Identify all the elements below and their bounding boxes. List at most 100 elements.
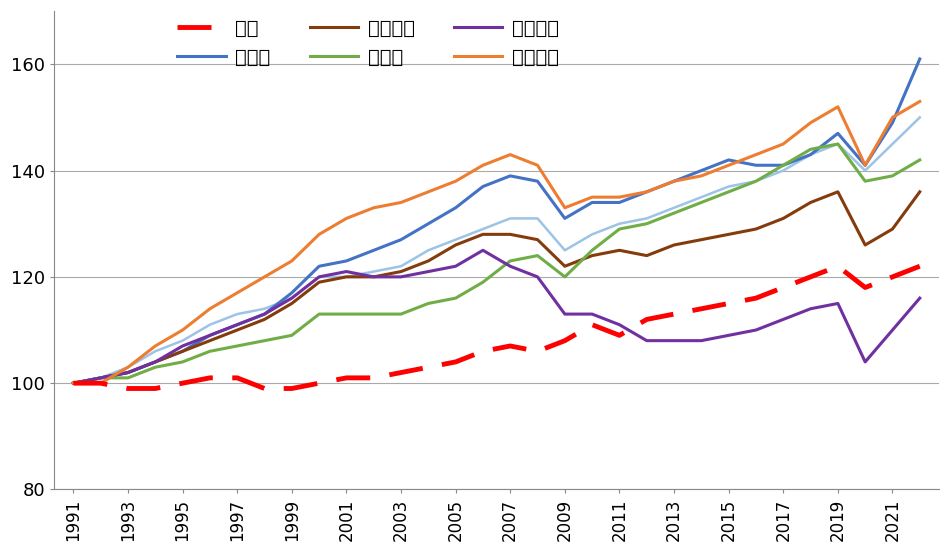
フランス	[560, 263, 571, 269]
イギリス	[314, 231, 325, 238]
カナダ	[504, 173, 516, 179]
イギリス	[95, 380, 106, 386]
カナダ	[750, 162, 762, 168]
イタリア	[177, 343, 188, 349]
ドイツ	[368, 311, 379, 317]
ドイツ	[177, 359, 188, 365]
日本	[777, 284, 788, 291]
イタリア	[368, 274, 379, 280]
Line: カナダ: カナダ	[73, 59, 920, 383]
イタリア	[314, 274, 325, 280]
フランス	[286, 300, 297, 307]
フランス	[723, 231, 734, 238]
イタリア	[450, 263, 462, 269]
Line: ドイツ: ドイツ	[73, 144, 920, 383]
カナダ	[368, 247, 379, 253]
イタリア	[914, 295, 925, 301]
イギリス	[450, 178, 462, 184]
イギリス	[886, 114, 898, 121]
ドイツ	[232, 343, 243, 349]
フランス	[341, 274, 352, 280]
日本	[805, 274, 816, 280]
イギリス	[669, 178, 680, 184]
イギリス	[341, 215, 352, 222]
日本	[149, 385, 161, 392]
フランス	[614, 247, 625, 253]
イギリス	[532, 162, 543, 168]
日本	[886, 274, 898, 280]
フランス	[450, 242, 462, 248]
フランス	[777, 215, 788, 222]
イタリア	[149, 359, 161, 365]
日本	[586, 321, 598, 328]
ドイツ	[532, 252, 543, 259]
ドイツ	[123, 375, 134, 381]
イタリア	[832, 300, 844, 307]
日本	[450, 359, 462, 365]
フランス	[177, 348, 188, 354]
カナダ	[723, 157, 734, 163]
イタリア	[532, 274, 543, 280]
カナダ	[805, 151, 816, 158]
イギリス	[750, 151, 762, 158]
フランス	[886, 226, 898, 232]
Line: 日本: 日本	[73, 266, 920, 389]
イギリス	[914, 98, 925, 105]
フランス	[67, 380, 79, 386]
カナダ	[232, 321, 243, 328]
カナダ	[286, 289, 297, 296]
ドイツ	[832, 141, 844, 147]
ドイツ	[695, 199, 707, 206]
イギリス	[641, 189, 653, 195]
日本	[614, 332, 625, 339]
フランス	[860, 242, 871, 248]
ドイツ	[723, 189, 734, 195]
イタリア	[67, 380, 79, 386]
日本	[395, 369, 407, 376]
カナダ	[149, 359, 161, 365]
日本	[860, 284, 871, 291]
カナダ	[914, 56, 925, 62]
イギリス	[286, 258, 297, 264]
イギリス	[123, 364, 134, 370]
日本	[532, 348, 543, 354]
カナダ	[395, 236, 407, 243]
ドイツ	[805, 146, 816, 152]
ドイツ	[777, 162, 788, 168]
カナダ	[860, 162, 871, 168]
ドイツ	[860, 178, 871, 184]
日本	[477, 348, 488, 354]
イギリス	[477, 162, 488, 168]
ドイツ	[750, 178, 762, 184]
ドイツ	[423, 300, 434, 307]
フランス	[641, 252, 653, 259]
イギリス	[614, 194, 625, 200]
イギリス	[832, 103, 844, 110]
ドイツ	[314, 311, 325, 317]
ドイツ	[914, 157, 925, 163]
イギリス	[805, 119, 816, 126]
日本	[232, 375, 243, 381]
フランス	[477, 231, 488, 238]
イタリア	[504, 263, 516, 269]
Line: イタリア: イタリア	[73, 250, 920, 383]
フランス	[504, 231, 516, 238]
ドイツ	[477, 279, 488, 285]
ドイツ	[395, 311, 407, 317]
ドイツ	[149, 364, 161, 370]
イギリス	[67, 380, 79, 386]
日本	[177, 380, 188, 386]
ドイツ	[258, 337, 270, 344]
カナダ	[123, 369, 134, 376]
日本	[204, 375, 216, 381]
イタリア	[695, 337, 707, 344]
カナダ	[641, 189, 653, 195]
フランス	[395, 268, 407, 275]
イギリス	[860, 162, 871, 168]
日本	[832, 263, 844, 269]
日本	[750, 295, 762, 301]
日本	[67, 380, 79, 386]
ドイツ	[95, 375, 106, 381]
Legend: 日本, カナダ, フランス, ドイツ, イタリア, イギリス: 日本, カナダ, フランス, ドイツ, イタリア, イギリス	[169, 11, 567, 75]
ドイツ	[560, 274, 571, 280]
